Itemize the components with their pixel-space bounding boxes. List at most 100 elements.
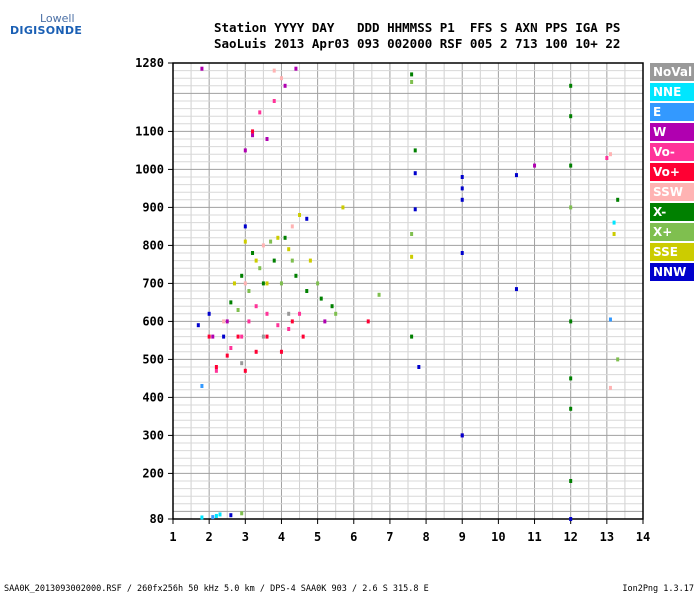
data-point-nnw — [243, 224, 247, 229]
y-tick-label: 300 — [142, 428, 164, 442]
data-point-w — [294, 66, 298, 71]
legend-item-nnw: NNW — [650, 263, 694, 281]
data-point-x- — [229, 300, 233, 305]
data-point-x- — [294, 273, 298, 278]
data-point-x- — [319, 296, 323, 301]
x-tick-label: 8 — [422, 530, 429, 544]
legend-item-vo-: Vo+ — [650, 163, 694, 181]
data-point-x- — [316, 281, 320, 286]
data-point-ssw — [608, 152, 612, 157]
data-point-nnw — [196, 323, 200, 328]
data-point-w — [225, 319, 229, 324]
data-point-ssw — [222, 319, 226, 324]
data-point-vo- — [247, 319, 251, 324]
data-point-x- — [330, 304, 334, 309]
data-point-x- — [569, 83, 573, 88]
data-point-sse — [232, 281, 236, 286]
legend-item-noval: NoVal — [650, 63, 694, 81]
y-tick-label: 200 — [142, 466, 164, 480]
data-point-x- — [283, 235, 287, 240]
data-point-e — [200, 384, 204, 388]
data-point-nnw — [514, 173, 518, 178]
data-point-nne — [612, 220, 616, 225]
data-point-x- — [240, 511, 244, 516]
x-tick-label: 6 — [350, 530, 357, 544]
data-point-vo- — [207, 334, 211, 339]
data-point-x- — [240, 273, 244, 278]
legend-item-e: E — [650, 103, 694, 121]
data-point-vo- — [240, 334, 244, 339]
data-point-vo- — [214, 368, 218, 373]
data-point-vo- — [236, 334, 240, 339]
data-point-vo- — [279, 349, 283, 354]
data-point-x- — [269, 239, 273, 244]
data-point-nnw — [417, 365, 421, 369]
data-point-e — [211, 515, 215, 520]
data-point-vo- — [265, 311, 269, 316]
data-point-vo- — [251, 129, 255, 134]
data-point-w — [200, 66, 204, 71]
data-point-vo- — [298, 311, 302, 316]
data-point-vo- — [290, 319, 294, 324]
data-point-nnw — [460, 251, 464, 255]
x-tick-label: 14 — [636, 530, 650, 544]
data-point-vo- — [243, 368, 247, 373]
y-tick-label: 900 — [142, 200, 164, 214]
y-tick-label: 1280 — [135, 56, 164, 70]
legend-item-x-: X+ — [650, 223, 694, 241]
data-point-ssw — [608, 385, 612, 390]
data-point-noval — [240, 361, 244, 366]
legend-item-ssw: SSW — [650, 183, 694, 201]
legend-item-w: W — [650, 123, 694, 141]
data-point-ssw — [279, 76, 283, 81]
data-point-nnw — [569, 517, 573, 521]
data-point-x- — [261, 281, 265, 286]
data-point-noval — [287, 311, 291, 316]
data-point-ssw — [243, 281, 247, 286]
y-tick-label: 800 — [142, 238, 164, 252]
x-tick-label: 2 — [206, 530, 213, 544]
data-point-x- — [616, 357, 620, 362]
data-point-ssw — [261, 243, 265, 248]
header-values: SaoLuis 2013 Apr03 093 002000 RSF 005 2 … — [214, 36, 621, 51]
data-point-nnw — [207, 311, 211, 316]
data-point-x- — [569, 163, 573, 168]
data-point-vo- — [287, 327, 291, 331]
data-point-sse — [410, 254, 414, 259]
y-tick-label: 80 — [150, 512, 164, 526]
data-point-nnw — [305, 216, 309, 221]
x-tick-label: 4 — [278, 530, 285, 544]
data-point-x- — [247, 289, 251, 293]
footer-metadata: SAA0K_2013093002000.RSF / 260fx256h 50 k… — [4, 584, 429, 594]
y-tick-label: 1100 — [135, 124, 164, 138]
data-point-x- — [377, 292, 381, 297]
data-point-vo- — [272, 99, 276, 103]
data-point-vo- — [225, 353, 229, 358]
x-tick-label: 10 — [491, 530, 505, 544]
y-tick-label: 700 — [142, 276, 164, 290]
data-point-ssw — [272, 68, 276, 73]
data-point-w — [251, 133, 255, 138]
data-point-vo- — [254, 349, 258, 354]
data-point-nne — [200, 515, 204, 520]
data-point-sse — [276, 235, 280, 240]
data-point-nnw — [460, 433, 464, 438]
data-point-nnw — [413, 207, 417, 212]
data-point-x- — [569, 376, 573, 381]
x-tick-label: 3 — [242, 530, 249, 544]
x-tick-label: 5 — [314, 530, 321, 544]
data-point-x- — [290, 258, 294, 263]
data-point-vo- — [366, 319, 370, 324]
data-point-vo- — [258, 110, 262, 115]
data-point-vo- — [301, 334, 305, 339]
data-point-nnw — [460, 186, 464, 191]
data-point-sse — [298, 213, 302, 217]
data-point-x- — [410, 72, 414, 77]
legend-item-nne: NNE — [650, 83, 694, 101]
data-point-x- — [569, 205, 573, 210]
data-point-x- — [616, 197, 620, 202]
y-tick-label: 1000 — [135, 162, 164, 176]
data-point-nnw — [460, 197, 464, 202]
footer-version: Ion2Png 1.3.17 — [622, 584, 694, 594]
